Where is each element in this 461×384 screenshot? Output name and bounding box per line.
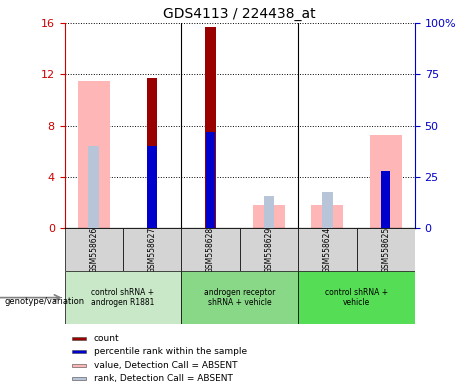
Bar [65,271,181,324]
Text: GSM558626: GSM558626 [89,227,98,273]
Bar [381,171,390,228]
Text: GSM558624: GSM558624 [323,227,332,273]
Bar [65,228,123,271]
Text: rank, Detection Call = ABSENT: rank, Detection Call = ABSENT [94,374,233,383]
Bar [72,351,86,353]
Title: GDS4113 / 224438_at: GDS4113 / 224438_at [163,7,316,21]
Bar [322,192,332,228]
Text: value, Detection Call = ABSENT: value, Detection Call = ABSENT [94,361,237,370]
Bar [205,27,216,228]
Bar [370,135,402,228]
Bar [240,228,298,271]
Bar [206,132,215,228]
Text: control shRNA +
androgen R1881: control shRNA + androgen R1881 [91,288,154,307]
Bar [147,78,157,228]
Bar [148,146,157,228]
Bar [264,195,274,228]
Bar [181,271,298,324]
Bar [311,205,343,228]
Bar [298,271,415,324]
Bar [72,364,86,367]
Bar [77,81,110,228]
Text: androgen receptor
shRNA + vehicle: androgen receptor shRNA + vehicle [204,288,275,307]
Text: GSM558625: GSM558625 [381,227,390,273]
Bar [253,205,285,228]
Bar [72,377,86,380]
Bar [356,228,415,271]
Text: GSM558628: GSM558628 [206,227,215,273]
Text: GSM558629: GSM558629 [265,227,273,273]
Bar [123,228,181,271]
Text: GSM558627: GSM558627 [148,227,157,273]
Bar [298,228,356,271]
Bar [181,228,240,271]
Text: percentile rank within the sample: percentile rank within the sample [94,348,247,356]
Text: genotype/variation: genotype/variation [5,297,85,306]
Text: control shRNA +
vehicle: control shRNA + vehicle [325,288,388,307]
Bar [89,146,99,228]
Text: count: count [94,334,119,343]
Bar [72,337,86,340]
